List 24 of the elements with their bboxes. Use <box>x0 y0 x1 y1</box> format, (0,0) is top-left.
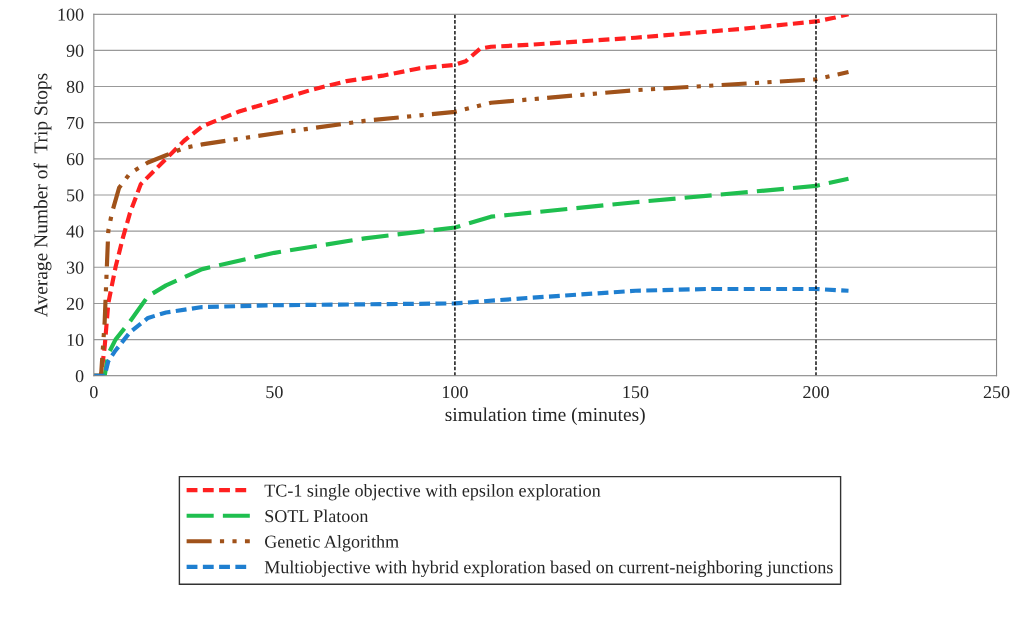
y-tick-label: 70 <box>67 116 84 130</box>
line-series <box>93 286 851 376</box>
y-tick-label: 40 <box>66 225 84 238</box>
y-tick-label: 60 <box>66 153 84 166</box>
legend-label: Multiobjective with hybrid exploration based on current-neighboring junctions <box>264 560 833 578</box>
x-tick-label: 50 <box>266 385 283 399</box>
x-tick-label: 200 <box>803 385 829 399</box>
x-tick-label: 0 <box>90 385 98 399</box>
y-tick-label: 0 <box>75 370 84 383</box>
y-tick-label: 30 <box>66 261 84 274</box>
y-tick-label: 100 <box>58 8 84 21</box>
x-tick-label: 250 <box>983 385 1010 399</box>
y-tick-label: 50 <box>67 189 84 202</box>
x-tick-label: 100 <box>442 385 468 399</box>
y-tick-label: 20 <box>66 297 84 310</box>
y-tick-label: 90 <box>66 44 84 57</box>
y-tick-label: 80 <box>66 80 84 93</box>
y-axis-title: Average Number of Trip Stops <box>33 73 52 317</box>
legend-label: Genetic Algorithm <box>264 535 399 552</box>
x-tick-label: 150 <box>623 385 649 399</box>
y-tick-label: 10 <box>67 333 84 347</box>
legend-label: SOTL Platoon <box>265 509 369 523</box>
x-axis-title: simulation time (minutes) <box>445 407 645 426</box>
legend-label: TC-1 single objective with epsilon exploration <box>264 483 601 501</box>
